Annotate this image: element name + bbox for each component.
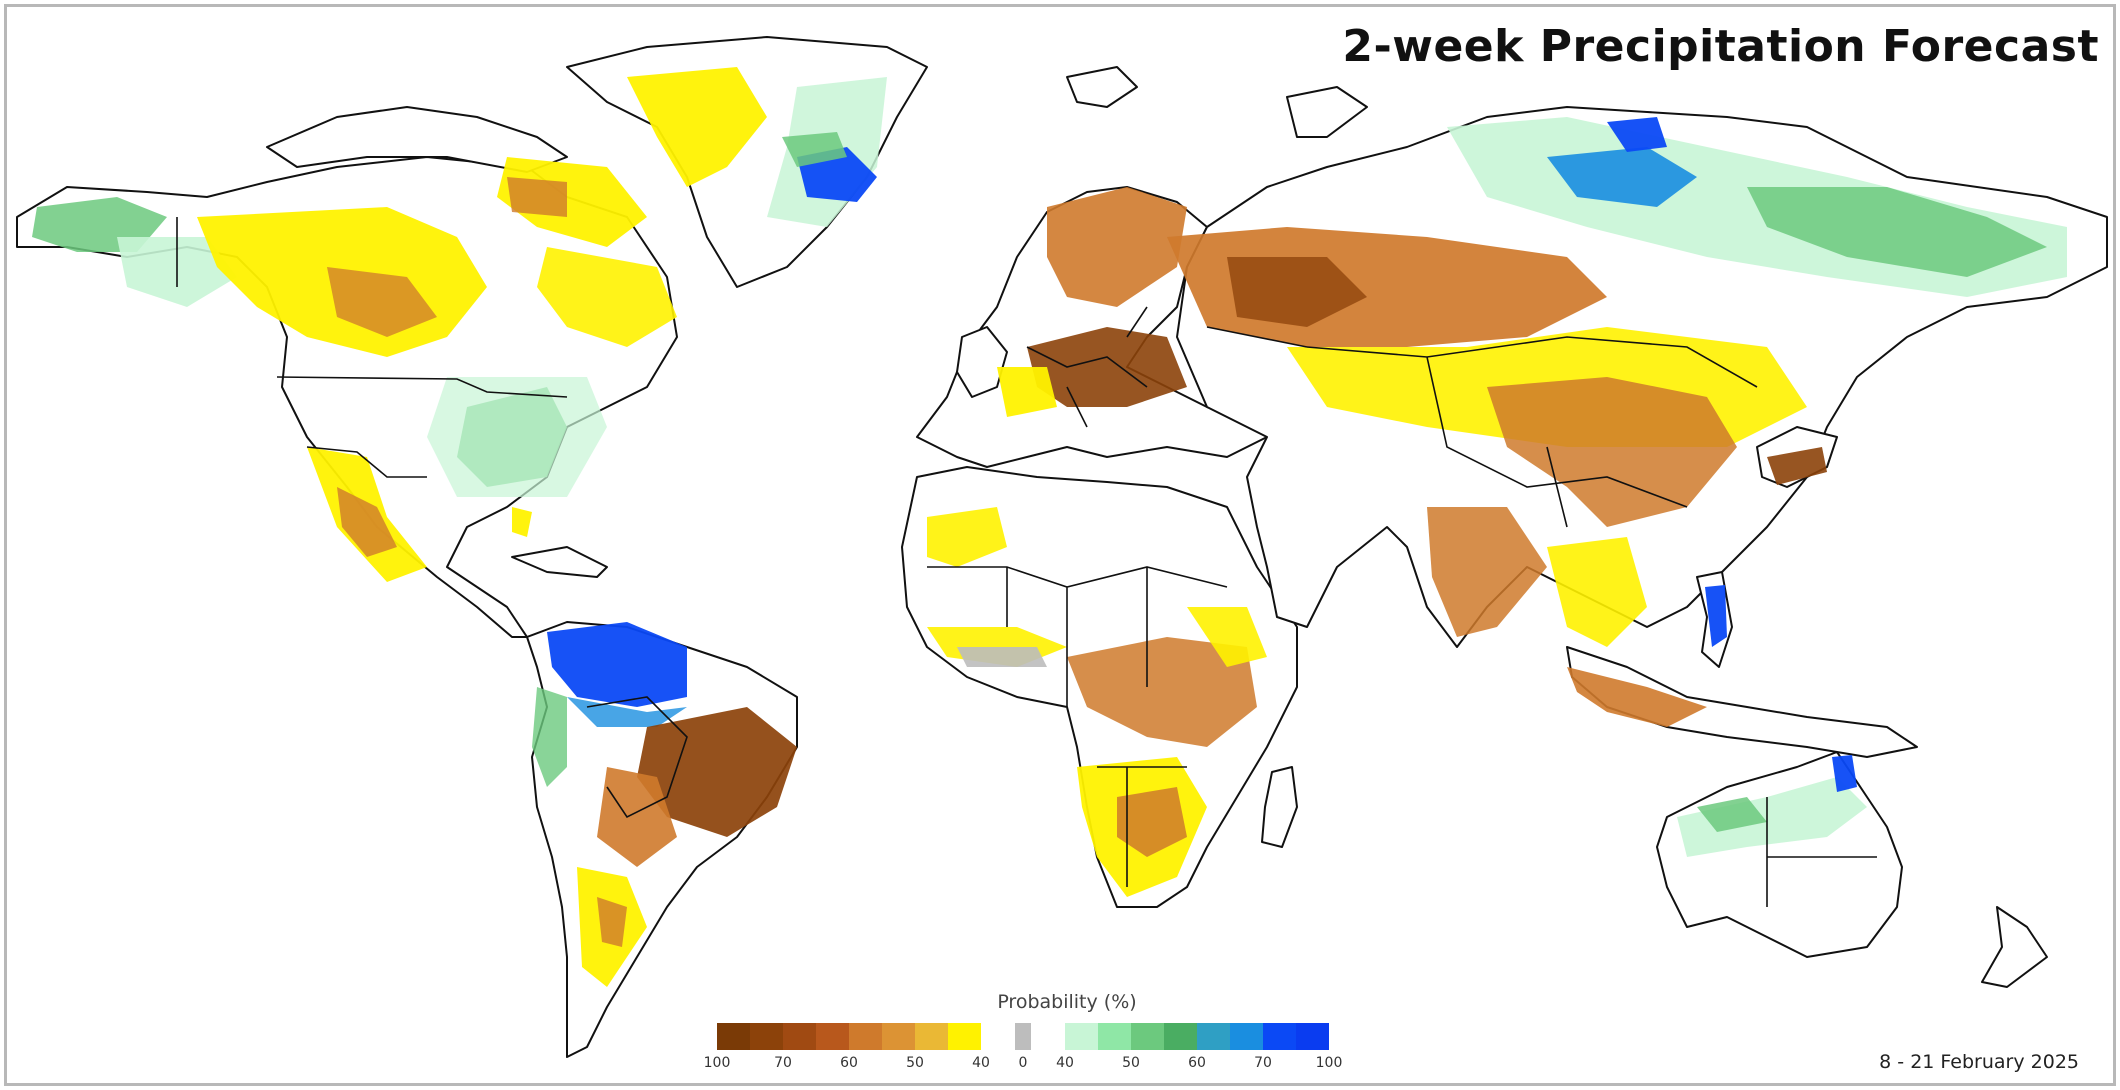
world-map (16, 36, 2108, 1058)
east-africa-dry-area (1187, 607, 1267, 667)
central-africa-dry-area (1067, 637, 1257, 747)
legend-tick-dry-2: 60 (840, 1055, 858, 1071)
legend-swatch-dry-7 (948, 1023, 981, 1050)
legend-swatch-dry-0 (717, 1023, 750, 1050)
legend-tick-wet-0: 40 (1056, 1055, 1074, 1071)
legend-tick-wet-3: 70 (1254, 1055, 1272, 1071)
legend-tick-neutral: 0 (1018, 1055, 1028, 1071)
brazil-dry-moderate-area (597, 767, 677, 867)
map-title: 2-week Precipitation Forecast (1342, 21, 2099, 72)
legend-swatch-neutral (1015, 1023, 1031, 1050)
australia-wet-strong-area (1832, 755, 1857, 792)
greenland-dry-area (627, 67, 767, 187)
legend-tick-wet-2: 60 (1188, 1055, 1206, 1071)
siberia-wet-strong-area (1547, 147, 1697, 207)
legend-swatch-dry-4 (849, 1023, 882, 1050)
australia-wet-area (1677, 777, 1867, 857)
sahel-neutral-area (957, 647, 1047, 667)
china-dry-area (1487, 377, 1737, 527)
japan-dry-strong-area (1767, 447, 1827, 485)
forecast-shading-layer (32, 67, 2067, 987)
us-mexico-border (306, 446, 427, 478)
west-africa-dry-area (927, 507, 1007, 567)
uk-ireland-land (956, 326, 1008, 398)
brazil-dry-strong-area (637, 707, 797, 837)
indonesia-dry-area (1567, 667, 1707, 727)
eastern-canada-dry-area (537, 247, 677, 347)
russia-border (1206, 326, 1308, 348)
australia-wet-moderate-area (1697, 797, 1767, 832)
legend-swatch-wet-0 (1065, 1023, 1098, 1050)
legend-swatch-wet-7 (1296, 1023, 1329, 1050)
venezuela-wet-strong-area (547, 622, 687, 707)
legend-swatch-dry-1 (750, 1023, 783, 1050)
us-canada-border (276, 376, 568, 398)
russia-dry-strong-area (1227, 257, 1367, 327)
siberia-wet-moderate-area (1747, 187, 2047, 277)
arctic-islands-land (266, 106, 568, 173)
map-frame: 2-week Precipitation Forecast Probabilit… (4, 4, 2116, 1086)
taymyr-wet-strong-area (1607, 117, 1667, 152)
africa-borders (927, 566, 1228, 887)
legend-swatch-wet-4 (1197, 1023, 1230, 1050)
mexico-dry-moderate-area (337, 487, 397, 557)
novaya-zemlya-land (1286, 86, 1368, 138)
svalbard-land (1066, 66, 1138, 108)
legend-tick-dry-3: 50 (906, 1055, 924, 1071)
legend-tick-wet-4: 100 (1315, 1055, 1343, 1071)
legend-swatch-wet-1 (1098, 1023, 1131, 1050)
florida-dry-area (512, 507, 532, 537)
legend-tick-dry-1: 70 (774, 1055, 792, 1071)
legend-swatch-dry-6 (915, 1023, 948, 1050)
new-zealand-land (1981, 906, 2048, 988)
scandinavia-dry-area (1047, 187, 1187, 307)
forecast-date-range: 8 - 21 February 2025 (1879, 1051, 2079, 1073)
legend-swatch-dry-5 (882, 1023, 915, 1050)
madagascar-land (1261, 766, 1298, 848)
us-east-wet-light-area (427, 377, 607, 497)
legend-swatch-wet-5 (1230, 1023, 1263, 1050)
europe-dry-light-area (997, 367, 1057, 417)
legend-tick-dry-4: 40 (972, 1055, 990, 1071)
europe-borders (1026, 306, 1148, 428)
legend-tick-wet-1: 50 (1122, 1055, 1140, 1071)
canada-dry-moderate-area (327, 267, 437, 337)
india-dry-area (1427, 507, 1547, 637)
caribbean-islands-land (511, 546, 608, 578)
brazil-border (586, 696, 688, 819)
greenland-wet-moderate-area (782, 132, 847, 167)
legend-swatch-dry-3 (816, 1023, 849, 1050)
southern-africa-dry-moderate-area (1117, 787, 1187, 857)
legend-swatch-wet-6 (1263, 1023, 1296, 1050)
legend-swatch-dry-2 (783, 1023, 816, 1050)
probability-legend: Probability (%) 100 70 60 50 40 0 40 50 60 70 100 (704, 991, 1417, 1081)
country-borders (176, 217, 1877, 907)
southeast-asia-dry-area (1547, 537, 1647, 647)
legend-swatch-wet-2 (1131, 1023, 1164, 1050)
hudson-dry-moderate-area (507, 177, 567, 217)
andes-wet-area (532, 687, 567, 787)
legend-title: Probability (%) (997, 991, 1137, 1013)
argentina-dry-moderate-area (597, 897, 627, 947)
legend-tick-dry-0: 100 (703, 1055, 731, 1071)
legend-swatch-wet-3 (1164, 1023, 1197, 1050)
asia-borders (1306, 336, 1758, 528)
venezuela-wet-area (567, 697, 687, 727)
philippines-wet-strong-area (1705, 585, 1727, 647)
australia-borders (1766, 797, 1877, 907)
